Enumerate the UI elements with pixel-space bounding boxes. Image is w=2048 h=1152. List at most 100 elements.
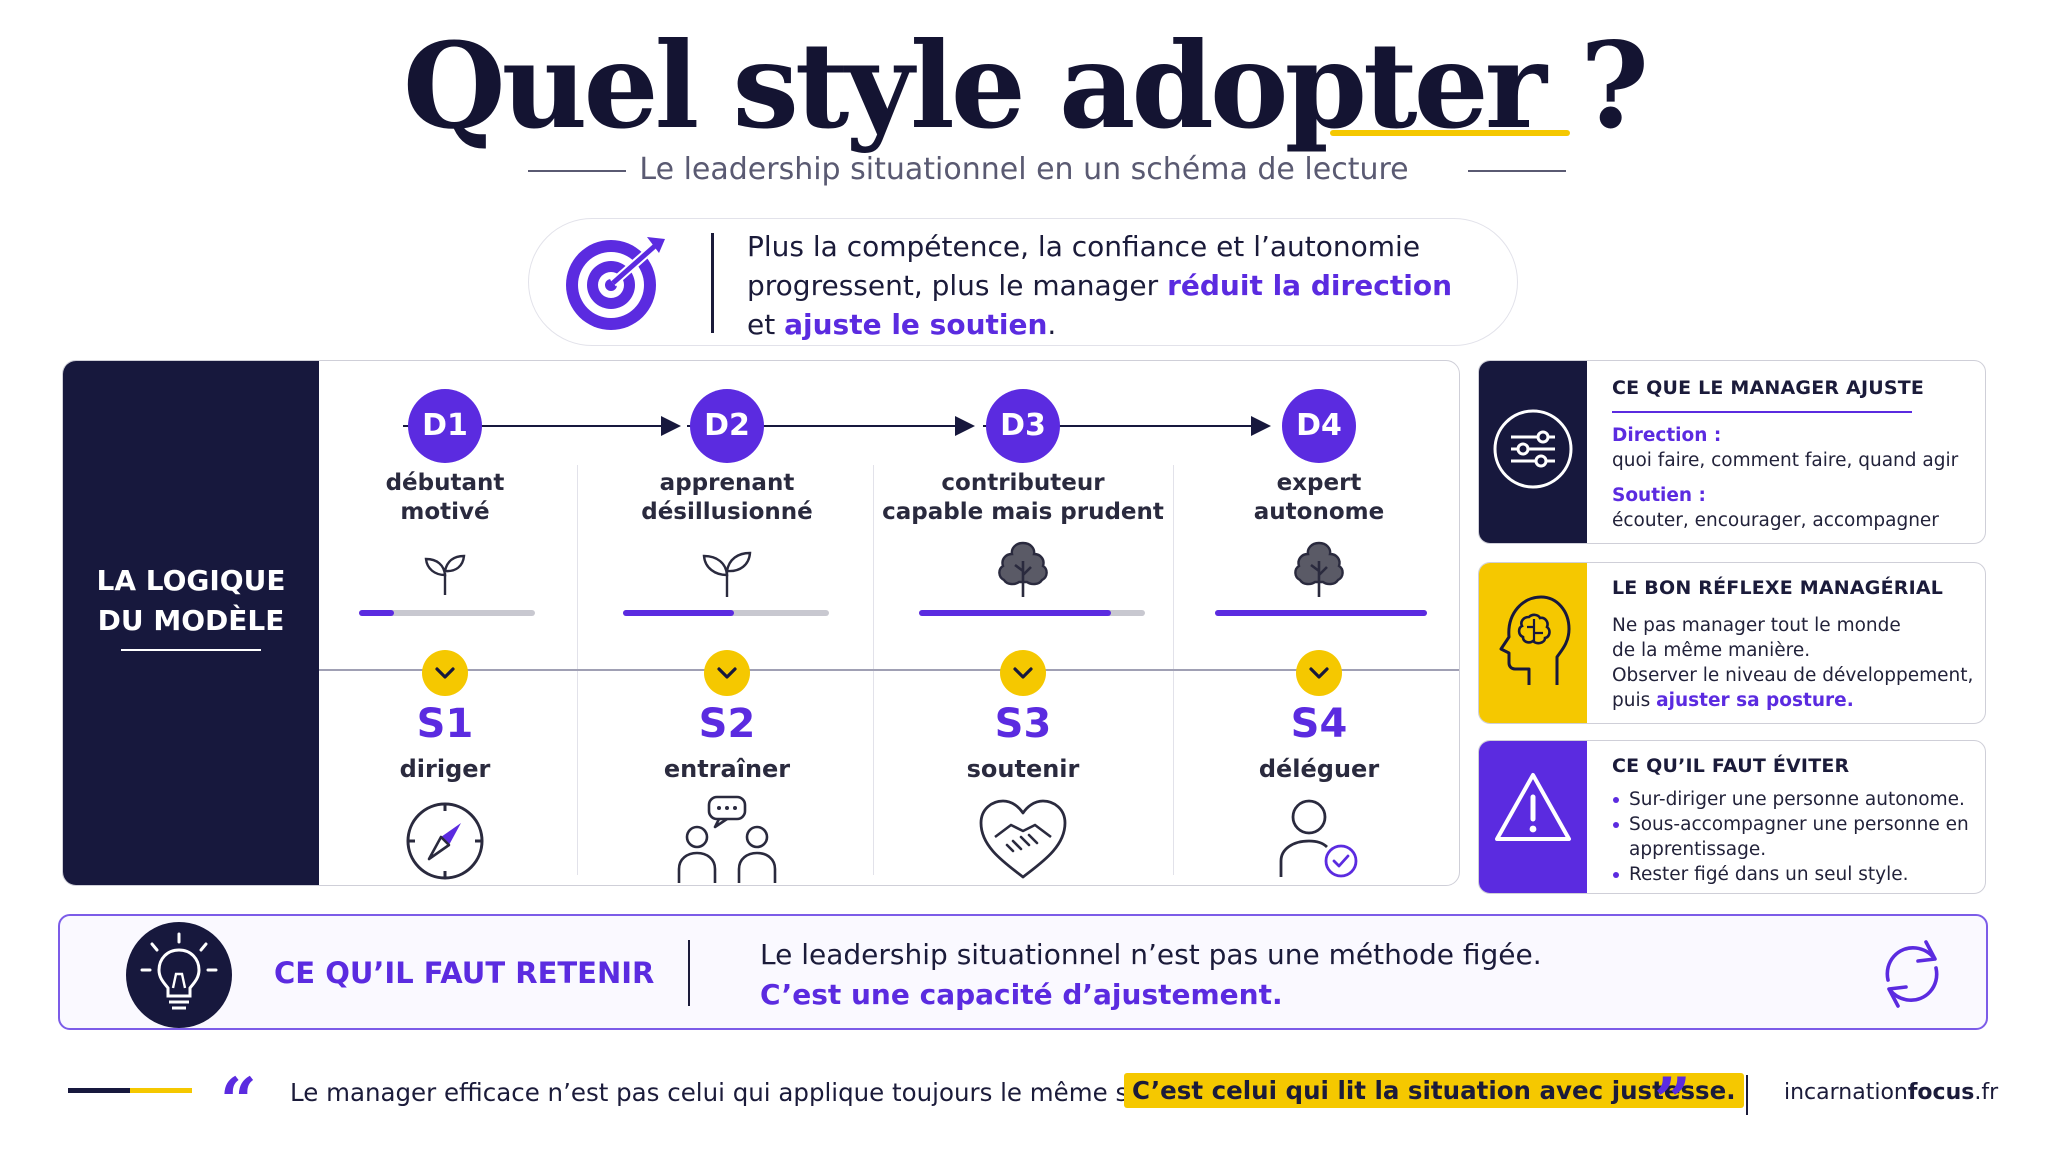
reflex-line-1: Ne pas manager tout le monde <box>1612 615 1901 636</box>
footer-accent-yellow <box>130 1088 192 1093</box>
handshake-heart-icon <box>979 799 1067 879</box>
quote-text: Le manager efficace n’est pas celui qui … <box>290 1078 1182 1107</box>
key-takeaway-banner: CE QU’IL FAUT RETENIR Le leadership situ… <box>58 914 1988 1030</box>
card-avoid-title: CE QU’IL FAUT ÉVITER <box>1612 755 1850 777</box>
style-s4-code: S4 <box>1290 701 1348 747</box>
intro-line-2-text: progressent, plus le manager <box>747 269 1168 302</box>
style-s4-name: déléguer <box>1258 755 1380 783</box>
card-adjust-body: Direction : quoi faire, comment faire, q… <box>1612 423 1977 533</box>
level-d3-line-2: capable mais prudent <box>882 499 1164 525</box>
reflex-line-4-suffix: . <box>1846 690 1854 711</box>
level-d4-badge: D4 <box>1282 389 1356 463</box>
page-subtitle: Le leadership situationnel en un schéma … <box>639 152 1409 187</box>
card-reflex-title: LE BON RÉFLEXE MANAGÉRIAL <box>1612 577 1944 599</box>
quote-highlight: C’est celui qui lit la situation avec ju… <box>1124 1073 1744 1108</box>
retain-icon-badge <box>126 922 232 1028</box>
card-adjust-underline <box>1612 411 1912 413</box>
level-d1-label: débutant motivé <box>300 469 590 527</box>
tree-icon <box>1294 541 1344 597</box>
reflex-line-2: de la même manière. <box>1612 640 1811 661</box>
intro-highlight-support: ajuste le soutien <box>784 308 1048 341</box>
level-d3-line-1: contributeur <box>941 470 1105 496</box>
level-d4-progress-fill <box>1215 610 1427 616</box>
level-d3-badge: D3 <box>986 389 1060 463</box>
intro-divider <box>711 233 714 333</box>
intro-line-3-suffix: . <box>1047 308 1057 341</box>
avoid-list: Sur-diriger une personne autonome. Sous-… <box>1612 787 1977 887</box>
intro-line-3: et ajuste le soutien. <box>747 305 1487 344</box>
intro-text: Plus la compétence, la confiance et l’au… <box>747 227 1487 344</box>
footer-accent-navy <box>68 1088 130 1093</box>
chevron-down-icon <box>422 650 468 696</box>
tree-icon <box>998 541 1048 597</box>
brain-head-icon <box>1499 595 1571 685</box>
intro-line-2: progressent, plus le manager réduit la d… <box>747 266 1487 305</box>
intro-highlight-direction: réduit la direction <box>1167 269 1453 302</box>
support-text: écouter, encourager, accompagner <box>1612 510 1939 531</box>
support-label: Soutien : <box>1612 485 1706 506</box>
level-d1-progress <box>359 610 535 616</box>
model-label-line-1: LA LOGIQUE <box>96 564 286 597</box>
card-adjust-title: CE QUE LE MANAGER AJUSTE <box>1612 377 1925 399</box>
level-d2-line-2: désillusionné <box>641 499 813 525</box>
style-s1-code: S1 <box>416 701 474 747</box>
subtitle-rule-right <box>1468 170 1566 172</box>
sprout-icon <box>702 551 752 597</box>
list-item: Rester figé dans un seul style. <box>1612 862 1977 887</box>
card-what-to-avoid: CE QU’IL FAUT ÉVITER Sur-diriger une per… <box>1478 740 1986 894</box>
level-d2-progress <box>623 610 829 616</box>
level-d1-line-1: débutant <box>385 470 505 496</box>
model-label-underline <box>121 649 261 651</box>
page-title: Quel style adopter ? <box>402 16 1649 155</box>
level-d1-progress-fill <box>359 610 395 616</box>
retain-divider <box>688 940 690 1006</box>
level-d3-label: contributeur capable mais prudent <box>878 469 1168 527</box>
card-adjust-side <box>1479 361 1587 543</box>
brand-link[interactable]: incarnationfocus.fr <box>1784 1080 1998 1105</box>
retain-title: CE QU’IL FAUT RETENIR <box>274 956 655 990</box>
level-d4-line-1: expert <box>1276 470 1362 496</box>
retain-line-2: C’est une capacité d’ajustement. <box>760 978 1283 1011</box>
reflex-line-4: puis ajuster sa posture. <box>1612 688 1977 713</box>
chevron-down-icon <box>1296 650 1342 696</box>
reflex-line-3: Observer le niveau de développement, <box>1612 665 1974 686</box>
direction-label: Direction : <box>1612 425 1722 446</box>
model-side-panel: LA LOGIQUE DU MODÈLE <box>63 361 319 885</box>
group-chat-icon <box>677 795 777 883</box>
level-d3-progress <box>919 610 1145 616</box>
card-managerial-reflex: LE BON RÉFLEXE MANAGÉRIAL Ne pas manager… <box>1478 562 1986 724</box>
target-icon <box>566 237 665 330</box>
sprout-icon <box>424 554 466 595</box>
intro-line-3-text: et <box>747 308 785 341</box>
intro-line-1: Plus la compétence, la confiance et l’au… <box>747 230 1421 263</box>
brand-name-light: incarnation <box>1784 1080 1908 1105</box>
level-d2-badge: D2 <box>690 389 764 463</box>
style-s3-name: soutenir <box>966 755 1080 783</box>
title-underline <box>1330 130 1570 136</box>
brand-tld: .fr <box>1974 1080 1999 1105</box>
level-d2-progress-fill <box>623 610 735 616</box>
lightbulb-icon <box>140 932 218 1010</box>
card-manager-adjusts: CE QUE LE MANAGER AJUSTE Direction : quo… <box>1478 360 1986 544</box>
model-label-line-2: DU MODÈLE <box>97 604 285 637</box>
compass-icon <box>406 802 484 880</box>
level-d4-progress <box>1215 610 1427 616</box>
reflex-line-4-text: puis <box>1612 690 1657 711</box>
level-d4-line-2: autonome <box>1253 499 1385 525</box>
style-s3-code: S3 <box>994 701 1052 747</box>
style-s1-name: diriger <box>399 755 491 783</box>
brand-name-bold: focus <box>1907 1080 1975 1105</box>
chevron-down-icon <box>1000 650 1046 696</box>
refresh-icon <box>1885 940 1939 1008</box>
style-s2-name: entraîner <box>663 755 791 783</box>
model-panel: LA LOGIQUE DU MODÈLE D1 débutant motivé … <box>62 360 1460 886</box>
sliders-icon <box>1493 409 1573 489</box>
list-item: Sur-diriger une personne autonome. <box>1612 787 1977 812</box>
card-reflex-body: Ne pas manager tout le monde de la même … <box>1612 613 1977 713</box>
level-d2-line-1: apprenant <box>659 470 795 496</box>
warning-icon <box>1495 773 1571 841</box>
level-d4-label: expert autonome <box>1174 469 1459 527</box>
open-quote-icon: “ <box>220 1064 257 1139</box>
reflex-highlight: ajuster sa posture <box>1656 690 1847 711</box>
retain-line-1: Le leadership situationnel n’est pas une… <box>760 938 1542 971</box>
